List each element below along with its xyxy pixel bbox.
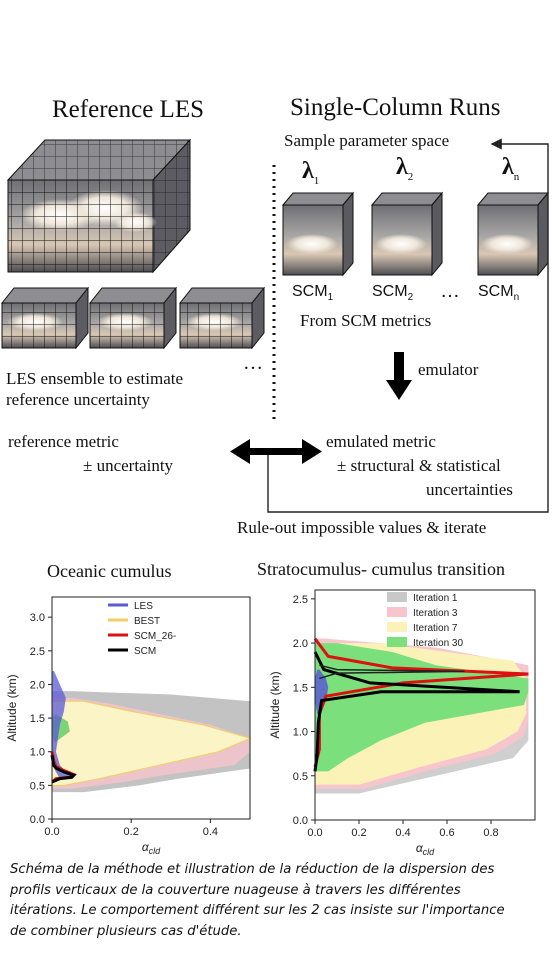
y-tick-label: 3.0 (30, 612, 45, 624)
scm-title: Single-Column Runs (290, 94, 501, 121)
y-tick-label: 0.5 (293, 771, 308, 783)
legend-swatch (387, 607, 407, 617)
x-tick-label: 0.0 (44, 826, 59, 838)
scm-column-1 (281, 191, 355, 277)
emulator-label: emulator (418, 360, 479, 379)
scm-column-2 (370, 191, 444, 277)
legend-label: BEST (134, 616, 160, 627)
x-tick-label: 0.2 (124, 826, 139, 838)
les-ensemble-text-2: reference uncertainty (6, 390, 150, 409)
y-tick-label: 1.5 (293, 682, 308, 694)
x-tick-label: 0.8 (483, 827, 498, 839)
reference-metric-label: reference metric (8, 432, 119, 451)
emulator-arrow (386, 352, 412, 400)
y-tick-label: 1.0 (293, 727, 308, 739)
reference-uncertainty-label: ± uncertainty (83, 456, 174, 475)
y-tick-label: 1.5 (30, 713, 45, 725)
figure-caption: Schéma de la méthode et illustration de … (10, 862, 505, 939)
y-tick-label: 0.0 (30, 814, 45, 826)
iteration-loop-line (267, 138, 549, 513)
legend-label: Iteration 3 (413, 608, 458, 619)
les-band (315, 669, 329, 714)
lambda-n-label: λn (502, 154, 520, 183)
sample-parameter-label: Sample parameter space (284, 131, 450, 150)
scm-line (50, 754, 77, 784)
right-chart-title: Stratocumulus- cumulus transition (257, 559, 505, 579)
x-tick-label: 0.0 (307, 827, 322, 839)
y-tick-label: 2.0 (293, 638, 308, 650)
stratocumulus-transition-chart: 0.0 0.2 0.4 0.6 0.8 0.0 0.5 1.0 1.5 2.0 2.5 Altitud… (268, 589, 536, 855)
legend-label: LES (134, 601, 153, 612)
legend-label: SCM (134, 646, 156, 657)
emulated-metric-label: emulated metric (326, 432, 436, 451)
scm-ellipsis: … (440, 280, 460, 302)
legend-label: Iteration 1 (413, 593, 458, 604)
workflow-diagram (0, 138, 550, 513)
secondary-profile-line (319, 664, 465, 680)
scm-1-label: SCM1 (292, 283, 334, 304)
les-ensemble-text-1: LES ensemble to estimate (6, 369, 184, 388)
plot-frame (51, 596, 251, 820)
black-profile-line (313, 651, 520, 772)
iteration-30-band (315, 643, 529, 772)
x-tick-label: 0.4 (203, 826, 218, 838)
legend-label: Iteration 7 (413, 623, 458, 634)
scm-column-n (476, 191, 550, 277)
rule-out-label: Rule-out impossible values & iterate (237, 518, 487, 537)
x-tick-label: 0.6 (439, 827, 454, 839)
y-tick-label: 2.0 (30, 679, 45, 691)
legend-label: Iteration 30 (413, 638, 463, 649)
emulated-uncertainty-label-2: uncertainties (426, 480, 513, 499)
scm-metrics-label: From SCM metrics (300, 311, 432, 330)
left-legend: LES BEST SCM_26- SCM (108, 601, 176, 657)
y-tick-label: 2.5 (30, 646, 45, 658)
y-tick-label: 2.5 (293, 594, 308, 606)
legend-swatch (387, 622, 407, 632)
x-tick-label: 0.2 (351, 827, 366, 839)
y-tick-label: 0.5 (30, 780, 45, 792)
legend-swatch (387, 637, 407, 647)
les-ensemble-ellipsis: … (243, 352, 263, 374)
y-axis-label: Altitude (km) (268, 671, 282, 738)
y-tick-label: 0.0 (293, 815, 308, 827)
legend-swatch (387, 592, 407, 602)
emulated-uncertainty-label-1: ± structural & statistical (337, 456, 501, 475)
x-tick-label: 0.4 (395, 827, 410, 839)
les-band (52, 671, 72, 779)
lambda-2-label: λ2 (396, 154, 414, 183)
metric-double-arrow (230, 439, 322, 464)
right-legend: Iteration 1 Iteration 3 Iteration 7 Iterati… (387, 592, 463, 649)
les-ensemble-cube-3 (178, 286, 266, 350)
les-ensemble-cube-2 (88, 286, 178, 350)
plot-frame (314, 589, 536, 821)
left-chart-title: Oceanic cumulus (47, 561, 172, 581)
x-axis-label: αcld (416, 841, 435, 855)
les-big-cube (6, 138, 192, 274)
oceanic-cumulus-chart: 0.0 0.2 0.4 0.0 0.5 1.0 1.5 2.0 2.5 3.0 Altitude (… (5, 596, 252, 856)
x-axis-label: αcld (142, 840, 161, 856)
y-tick-label: 1.0 (30, 747, 45, 759)
y-axis-label: Altitude (km) (5, 674, 19, 741)
lambda-1-label: λ1 (302, 158, 320, 187)
les-title: Reference LES (52, 96, 205, 123)
scm-2-label: SCM2 (372, 283, 414, 304)
les-ensemble-cube-1 (0, 286, 90, 350)
legend-label: SCM_26- (134, 631, 176, 642)
scm-n-label: SCMn (478, 283, 520, 304)
